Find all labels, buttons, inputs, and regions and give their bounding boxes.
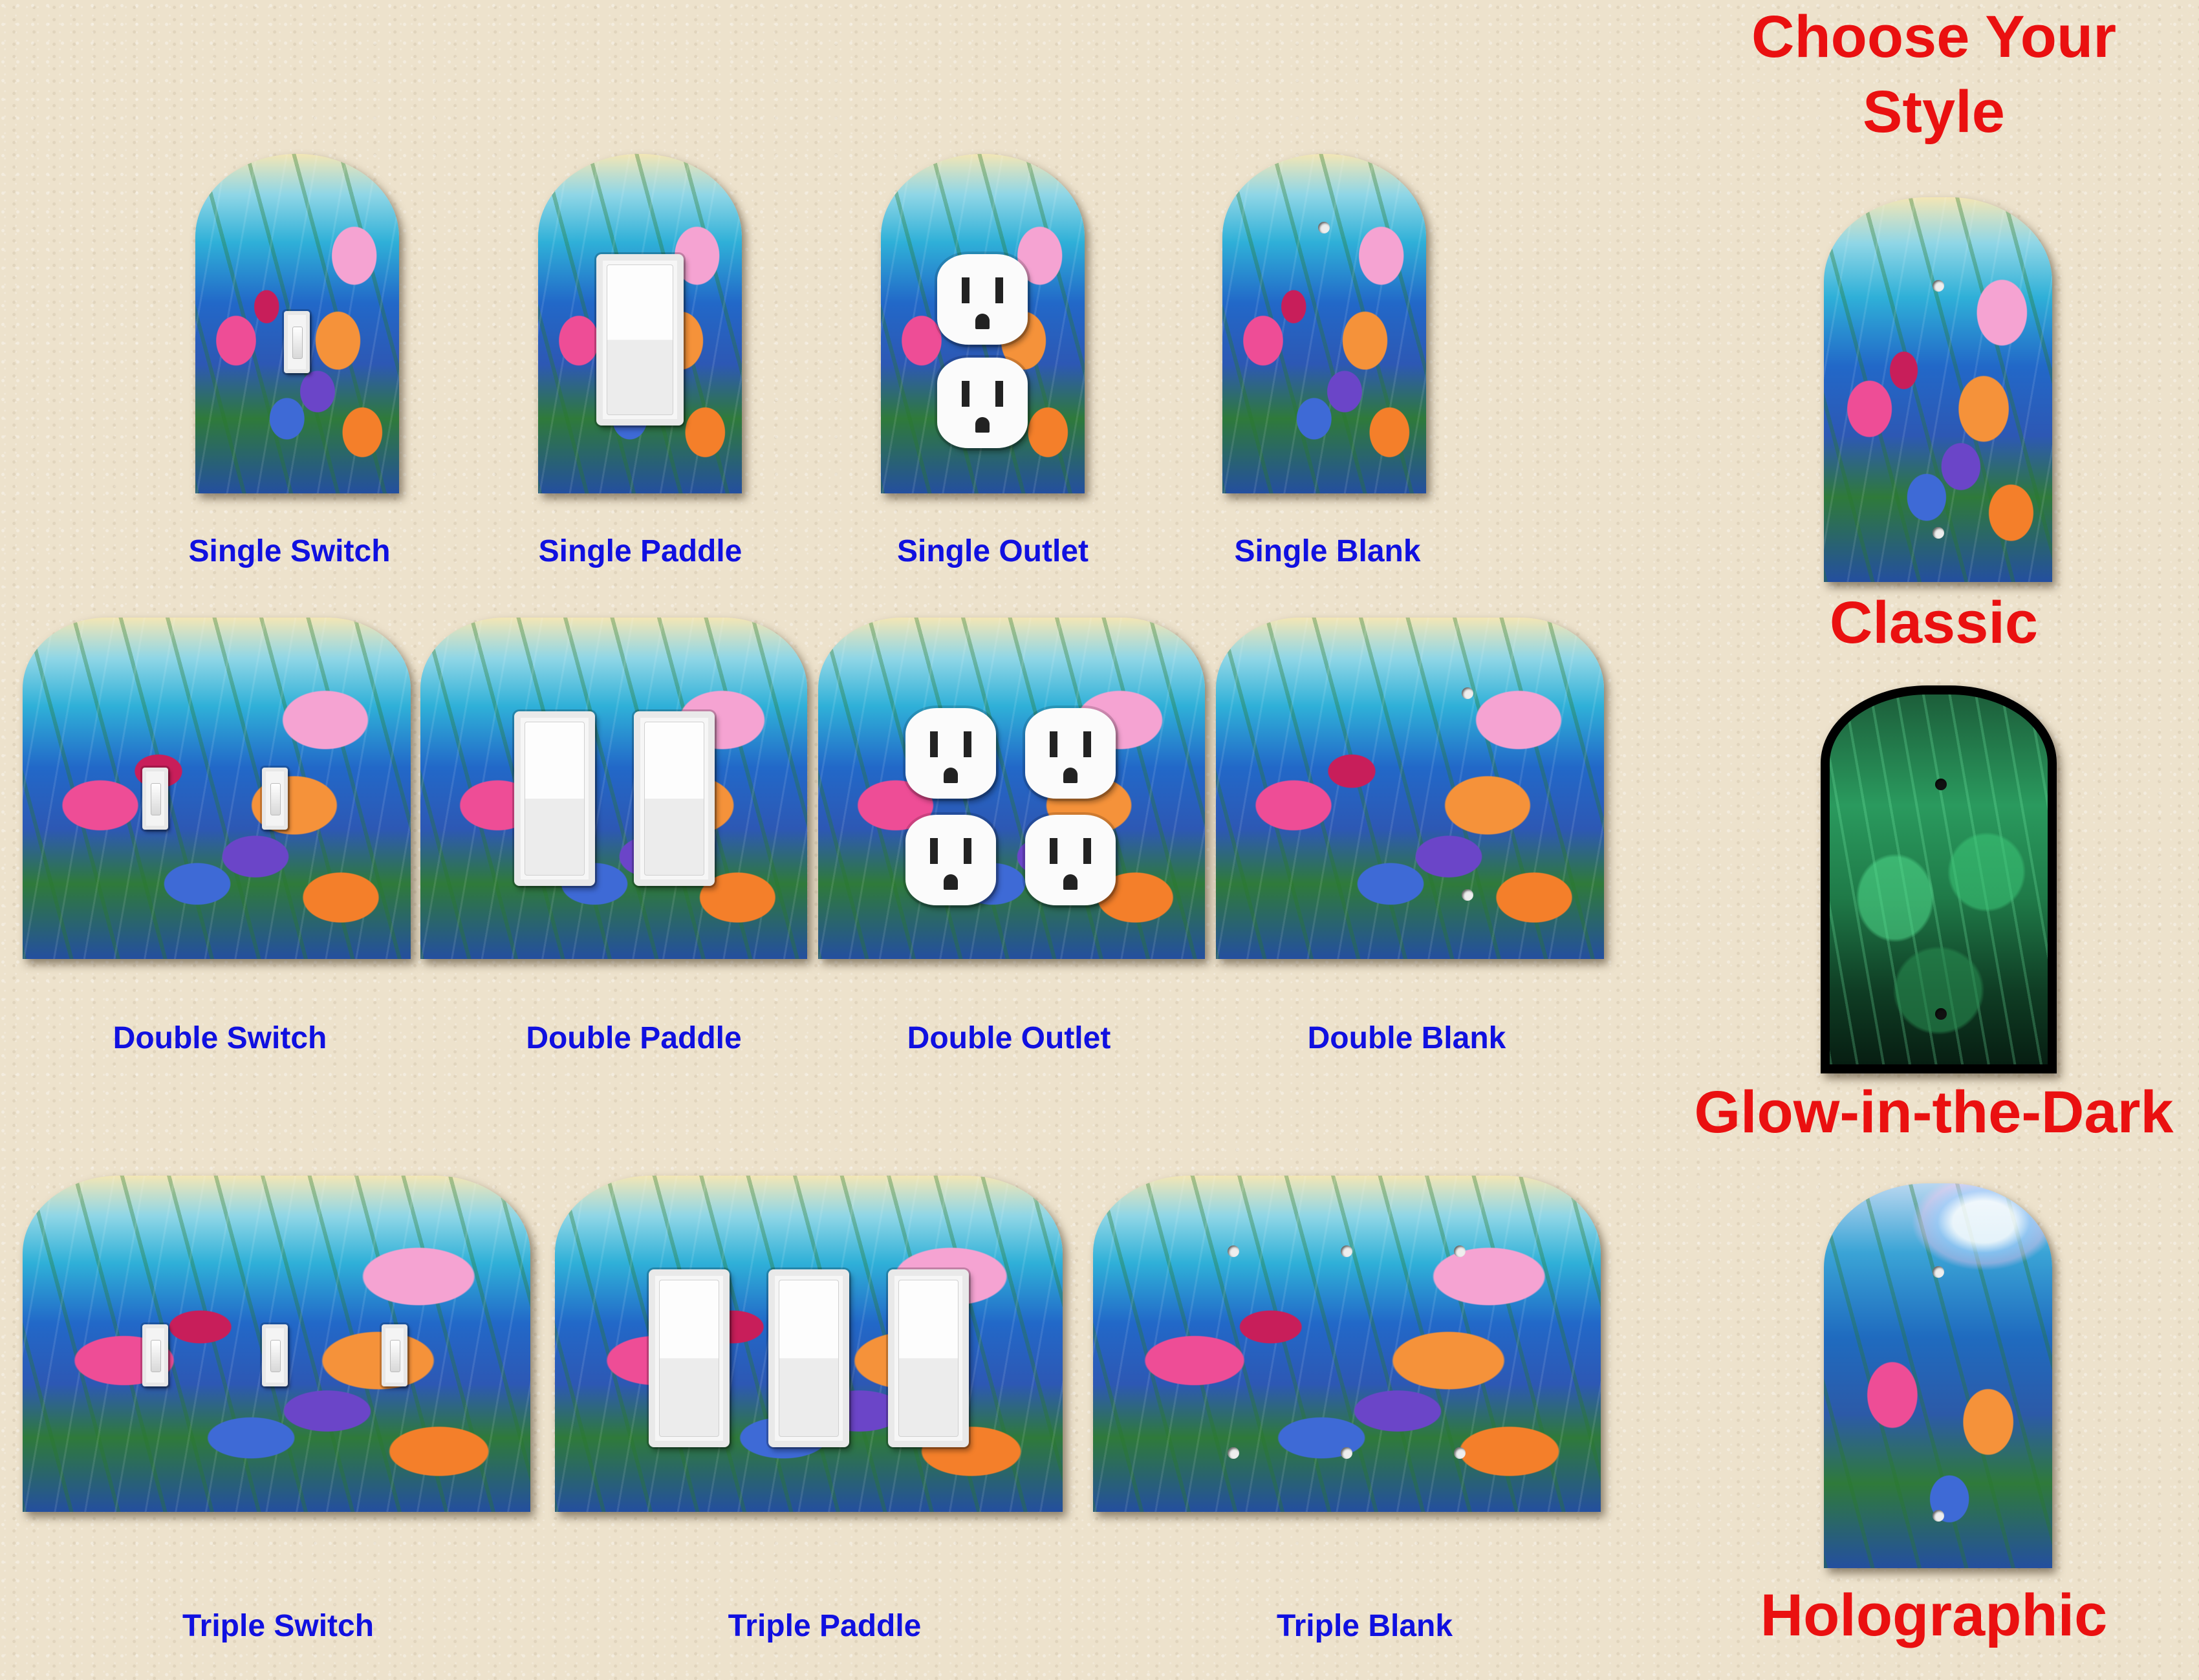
toggle-switch — [142, 1324, 168, 1386]
holographic-style-label: Holographic — [1760, 1582, 2108, 1648]
receptacle — [937, 358, 1028, 448]
classic-style-sample[interactable] — [1824, 197, 2052, 582]
receptacle — [905, 708, 996, 799]
paddle-switch — [649, 1269, 730, 1447]
screw-hole — [1454, 1447, 1466, 1459]
toggle-switch — [142, 768, 168, 830]
screw-hole — [1454, 1245, 1466, 1257]
double-paddle-label: Double Paddle — [526, 1021, 742, 1055]
screw-hole — [1462, 889, 1473, 901]
triple-switch-label: Triple Switch — [182, 1609, 374, 1643]
screw-hole — [1341, 1447, 1352, 1459]
screw-hole — [1341, 1245, 1352, 1257]
screw-hole — [1228, 1447, 1239, 1459]
toggle-switch — [284, 311, 310, 373]
double-outlet-plate[interactable] — [818, 618, 1205, 959]
toggle-switch — [262, 1324, 288, 1386]
screw-hole — [1935, 779, 1947, 790]
double-outlet-label: Double Outlet — [907, 1021, 1111, 1055]
double-paddle-plate[interactable] — [420, 618, 807, 959]
single-blank-plate[interactable] — [1222, 154, 1426, 493]
paddle-switch — [596, 254, 684, 425]
triple-paddle-plate[interactable] — [555, 1176, 1063, 1512]
screw-hole — [1933, 1510, 1944, 1522]
single-switch-plate[interactable] — [195, 154, 399, 493]
single-switch-label: Single Switch — [188, 534, 391, 568]
receptacle — [1025, 708, 1116, 799]
screw-hole — [1462, 687, 1473, 699]
triple-blank-plate[interactable] — [1093, 1176, 1601, 1512]
screw-hole — [1228, 1245, 1239, 1257]
single-blank-label: Single Blank — [1234, 534, 1421, 568]
glow-style-label: Glow-in-the-Dark — [1694, 1079, 2174, 1145]
triple-switch-plate[interactable] — [23, 1176, 530, 1512]
toggle-switch — [382, 1324, 407, 1386]
single-outlet-plate[interactable] — [881, 154, 1085, 493]
double-blank-plate[interactable] — [1216, 618, 1604, 959]
paddle-switch — [768, 1269, 849, 1447]
screw-hole — [1318, 222, 1330, 233]
receptacle — [937, 254, 1028, 345]
screw-hole — [1933, 527, 1944, 539]
paddle-switch — [634, 711, 715, 886]
screw-hole — [1933, 1266, 1944, 1278]
toggle-switch — [262, 768, 288, 830]
triple-paddle-label: Triple Paddle — [728, 1609, 922, 1643]
holographic-style-sample[interactable] — [1824, 1183, 2052, 1568]
header-line-1: Choose Your — [1751, 4, 2116, 70]
single-outlet-label: Single Outlet — [896, 534, 1089, 568]
single-paddle-plate[interactable] — [538, 154, 742, 493]
paddle-switch — [514, 711, 595, 886]
glow-style-sample[interactable] — [1821, 685, 2057, 1073]
paddle-switch — [888, 1269, 969, 1447]
double-switch-label: Double Switch — [113, 1021, 327, 1055]
double-blank-label: Double Blank — [1307, 1021, 1506, 1055]
double-switch-plate[interactable] — [23, 618, 411, 959]
header-line-2: Style — [1863, 79, 2005, 145]
screw-hole — [1935, 1008, 1947, 1020]
single-paddle-label: Single Paddle — [538, 534, 742, 568]
screw-hole — [1933, 280, 1944, 292]
receptacle — [905, 815, 996, 905]
triple-blank-label: Triple Blank — [1276, 1609, 1453, 1643]
classic-style-label: Classic — [1829, 590, 2039, 656]
receptacle — [1025, 815, 1116, 905]
